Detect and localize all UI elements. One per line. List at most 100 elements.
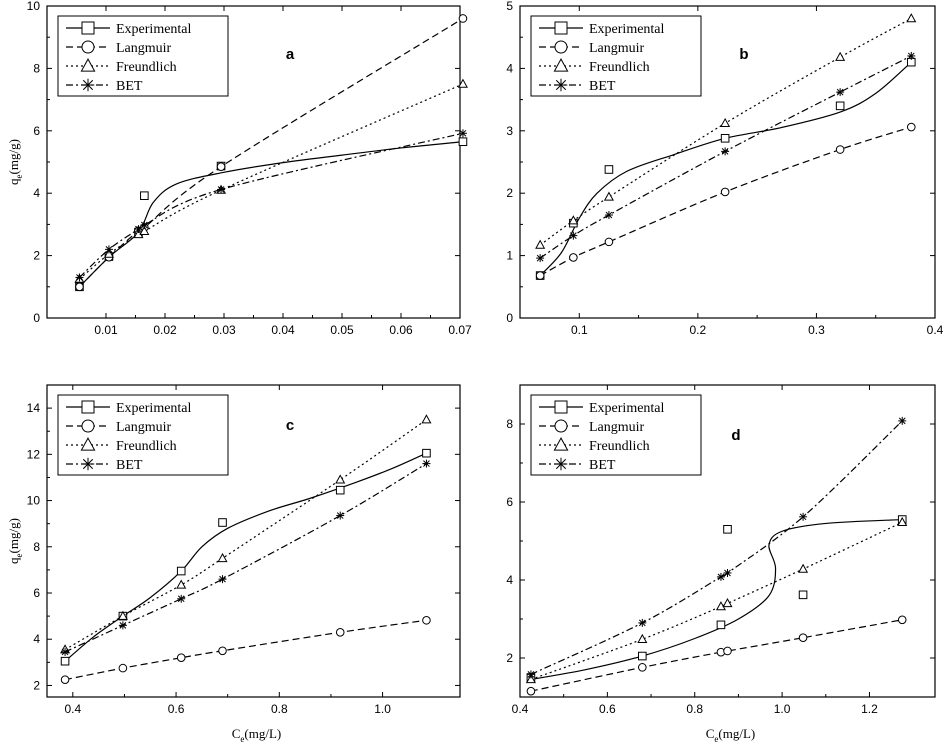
legend-label-langmuir: Langmuir [589,420,645,435]
data-point-freundlich [525,674,536,684]
legend-label-freundlich: Freundlich [116,60,177,75]
legend-marker-langmuir [554,419,568,433]
data-point-langmuir [604,237,614,247]
legend-label-langmuir: Langmuir [116,41,172,56]
data-point-freundlich [457,78,468,88]
series-line-langmuir [64,619,427,681]
y-tick-label: 2 [33,249,40,263]
data-point-freundlich [103,248,114,258]
y-tick-label: 0 [33,311,40,325]
data-point-bet [721,147,730,156]
legend: Experimental Langmuir Freundlich BET [530,394,702,476]
series-line-langmuir [530,619,903,692]
data-point-bet [799,512,808,521]
data-point-langmuir [216,162,226,171]
series-line-experimental [79,141,460,288]
data-point-experimental [335,485,345,495]
legend-label-experimental: Experimental [589,401,665,416]
legend-marker-langmuir [554,40,568,54]
legend-marker-freundlich [553,437,569,451]
data-point-langmuir [218,646,227,656]
data-point-bet [336,511,345,520]
y-axis-label-main: q [6,557,21,564]
x-tick-label: 0.1 [571,323,588,337]
panel-d: 0.4 0.6 0.8 1.0 1.2 2 4 6 8 Experimental Langmuir F… [506,384,936,744]
data-point-bet [526,670,535,679]
data-point-bet [716,572,725,581]
legend-label-experimental: Experimental [589,22,665,37]
series-line-experimental [64,452,427,662]
data-point-freundlich [897,516,908,527]
x-tick-label: 1.2 [861,702,878,716]
data-point-langmuir [638,663,647,672]
data-point-langmuir [906,122,916,132]
data-point-bet [75,273,84,282]
x-tick-label: 1.0 [374,702,391,716]
panel-b: 0.1 0.2 0.3 0.4 0 1 2 3 4 5 Experimental Langmuir Fr… [506,0,943,337]
x-axis-label-unit: (mg/L) [244,726,281,741]
data-point-freundlich [117,610,128,620]
data-point-langmuir [75,282,84,292]
legend-marker-freundlich [80,58,96,72]
data-point-freundlich [139,225,150,235]
x-tick-label: 0.04 [271,323,295,337]
x-tick-label: 1.0 [774,702,791,716]
legend-label-langmuir: Langmuir [589,41,645,56]
data-point-bet [836,88,845,97]
panel-a: 0.01 0.02 0.03 0.04 0.05 0.06 0.07 0 2 4 6 8 10 Exper… [6,0,472,337]
series-line-experimental [530,518,903,681]
y-tick-label: 10 [27,0,41,13]
data-point-experimental [176,566,186,576]
data-point-langmuir [458,14,468,23]
y-tick-label: 12 [27,447,41,461]
y-axis-label: qe(mg/g) [6,139,24,185]
y-tick-label: 6 [33,586,40,600]
data-point-langmuir [897,615,907,625]
y-tick-label: 8 [33,61,40,75]
data-point-experimental [604,165,614,174]
y-tick-label: 14 [27,401,41,415]
legend-marker-experimental [81,21,95,35]
x-axis-label: Ce(mg/L) [232,726,282,744]
legend-label-freundlich: Freundlich [116,439,177,454]
y-axis-label-unit: (mg/g) [6,518,21,553]
y-axis-label-sub: e [14,553,24,557]
data-point-bet [604,211,613,220]
data-point-freundlich [906,13,917,23]
data-point-langmuir [335,627,345,637]
y-tick-label: 8 [506,417,513,431]
data-point-experimental [716,620,726,630]
data-point-experimental [835,101,845,111]
legend-marker-experimental [554,400,568,414]
legend-label-experimental: Experimental [116,22,192,37]
series-line-freundlich [79,84,460,280]
legend: Experimental Langmuir Freundlich BET [530,15,702,97]
x-tick-label: 0.4 [512,702,529,716]
legend-marker-experimental [81,400,95,414]
data-point-langmuir [422,615,431,625]
y-tick-label: 3 [506,124,513,138]
data-point-bet [217,185,226,194]
data-point-bet [177,594,186,603]
legend: Experimental Langmuir Freundlich BET [57,394,229,476]
data-point-freundlich [720,117,731,128]
data-point-freundlich [568,215,579,225]
data-point-bet [61,647,70,656]
data-point-freundlich [176,579,187,589]
data-point-experimental [638,651,647,661]
legend-marker-bet [81,457,95,471]
plot-frame [46,384,461,698]
data-point-langmuir [798,633,808,643]
data-point-langmuir [720,187,730,197]
data-point-experimental [60,656,70,666]
data-point-bet [422,459,431,468]
data-point-langmuir [569,253,578,262]
x-tick-label: 0.6 [168,702,185,716]
y-tick-label: 4 [506,61,513,75]
legend-label-freundlich: Freundlich [589,60,650,75]
x-tick-label: 0.03 [212,323,236,337]
data-point-experimental [140,191,149,200]
legend-marker-langmuir [81,419,95,433]
data-point-experimental [720,133,730,143]
y-axis-label-sub: e [14,174,24,178]
